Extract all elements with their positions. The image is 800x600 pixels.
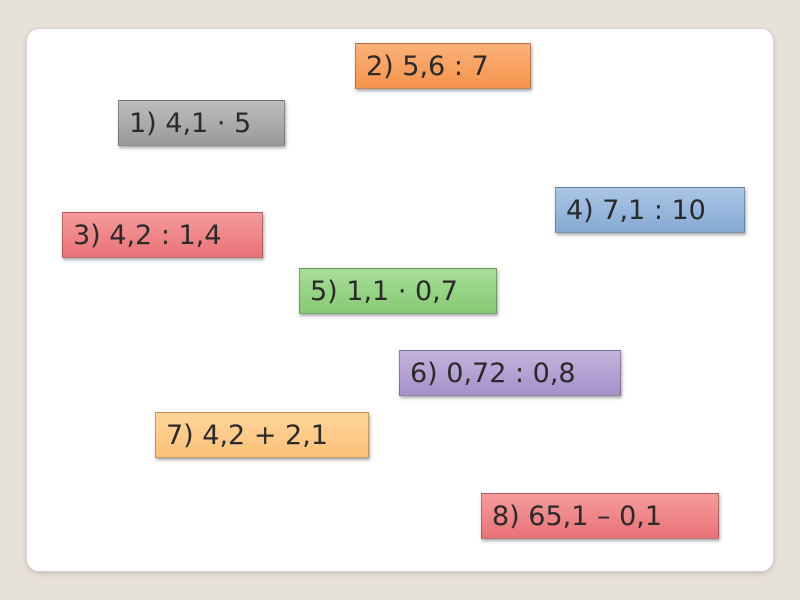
expression-card-1: 1) 4,1 · 5: [118, 100, 285, 146]
expression-card-3: 3) 4,2 : 1,4: [62, 212, 263, 258]
expression-card-2: 2) 5,6 : 7: [355, 43, 531, 89]
expression-card-6: 6) 0,72 : 0,8: [399, 350, 621, 396]
expression-card-8: 8) 65,1 – 0,1: [481, 493, 719, 539]
expression-card-7: 7) 4,2 + 2,1: [155, 412, 369, 458]
expression-card-4: 4) 7,1 : 10: [555, 187, 745, 233]
expression-card-5: 5) 1,1 · 0,7: [299, 268, 497, 314]
